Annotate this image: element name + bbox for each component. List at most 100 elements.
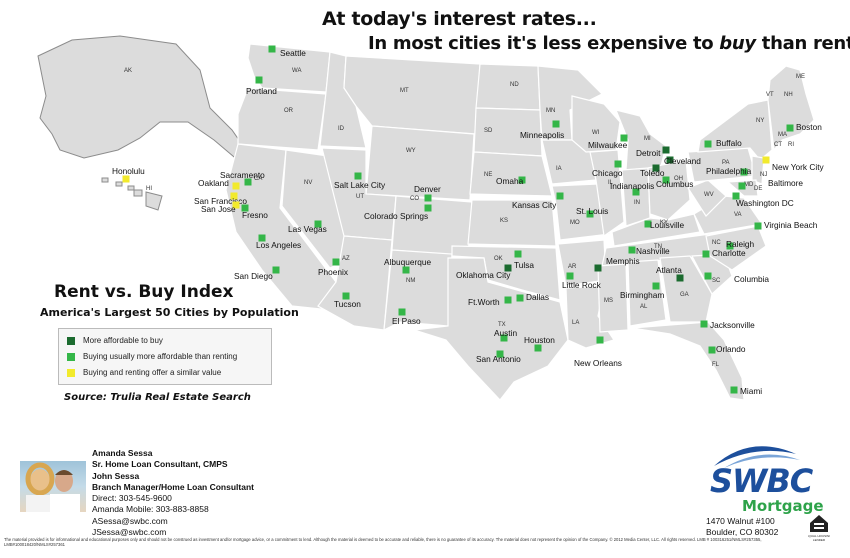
state-label-ky: KY (660, 220, 668, 226)
city-marker-philadelphia (740, 168, 748, 176)
legend: More affordable to buy Buying usually mo… (58, 328, 272, 385)
contact-block: Amanda Sessa Sr. Home Loan Consultant, C… (92, 448, 254, 538)
state-new-england (767, 65, 815, 152)
state-wy (365, 125, 475, 201)
state-label-nc: NC (712, 240, 721, 246)
city-marker-omaha (518, 176, 526, 184)
legend-label: More affordable to buy (83, 336, 163, 345)
city-marker-orlando (708, 346, 716, 354)
contact-title-1: Sr. Home Loan Consultant, CMPS (92, 459, 228, 470)
logo-registered-mark: ® (794, 486, 800, 493)
city-marker-oklahoma-city (504, 264, 512, 272)
city-label-oklahoma-city: Oklahoma City (456, 270, 511, 280)
city-label-san-diego: San Diego (234, 271, 273, 281)
state-label-ia: IA (556, 166, 562, 172)
state-label-in: IN (634, 200, 640, 206)
city-label-las-vegas: Las Vegas (288, 224, 327, 234)
state-label-wy: WY (406, 148, 416, 154)
contact-direct-phone: Direct: 303-545-9600 (92, 493, 172, 504)
city-label-salt-lake-city: Salt Lake City (334, 180, 386, 190)
city-marker-albuquerque (402, 266, 410, 274)
state-label-ma: MA (778, 132, 787, 138)
city-label-kansas-city: Kansas City (512, 200, 557, 210)
state-label-pa: PA (722, 160, 730, 166)
city-marker-sacramento (244, 178, 252, 186)
city-label-el-paso: El Paso (392, 316, 421, 326)
contact-name-1: Amanda Sessa (92, 448, 153, 458)
city-marker-louisville (644, 220, 652, 228)
state-label-ar: AR (568, 264, 577, 270)
city-label-minneapolis: Minneapolis (520, 130, 564, 140)
city-label-raleigh: Raleigh (726, 239, 755, 249)
contact-email-2[interactable]: JSessa@swbc.com (92, 527, 167, 538)
city-marker-el-paso (398, 308, 406, 316)
city-marker-jacksonville (700, 320, 708, 328)
city-label-phoenix: Phoenix (318, 267, 349, 277)
city-marker-phoenix (332, 258, 340, 266)
contact-name-2: John Sessa (92, 470, 140, 481)
state-label-mn: MN (546, 108, 555, 114)
state-al (627, 259, 667, 327)
city-label-memphis: Memphis (606, 256, 640, 266)
state-label-de: DE (754, 186, 762, 192)
city-marker-denver (424, 194, 432, 202)
state-label-la: LA (572, 320, 579, 326)
city-label-philadelphia: Philadelphia (706, 166, 752, 176)
state-label-wa: WA (292, 68, 301, 74)
continental-us (225, 43, 815, 401)
state-il (589, 149, 625, 238)
state-label-co: CO (410, 196, 419, 202)
city-marker-columbia (704, 272, 712, 280)
state-label-va: VA (734, 212, 742, 218)
state-label-ut: UT (356, 194, 364, 200)
city-label-los-angeles: Los Angeles (256, 240, 301, 250)
city-label-denver: Denver (414, 184, 441, 194)
city-marker-portland (255, 76, 263, 84)
city-marker-tucson (342, 292, 350, 300)
ehl-text-line-1: EQUAL HOUSING (808, 534, 830, 538)
state-label-mt: MT (400, 88, 409, 94)
city-label-ft-worth: Ft.Worth (468, 297, 500, 307)
state-label-mo: MO (570, 220, 580, 226)
city-label-columbus: Columbus (656, 179, 693, 189)
city-marker-new-york-city (762, 156, 770, 164)
state-label-ct: CT (774, 142, 782, 148)
state-label-al: AL (640, 304, 648, 310)
headline-pre: In most cities it's less expensive to (368, 33, 720, 54)
city-label-boston: Boston (796, 122, 822, 132)
state-label-vt: VT (766, 92, 774, 98)
city-marker-chicago (614, 160, 622, 168)
city-marker-columbus (662, 176, 670, 184)
city-label-portland: Portland (246, 86, 277, 96)
city-label-detroit: Detroit (636, 148, 661, 158)
state-label-id: ID (338, 126, 345, 132)
city-label-orlando: Orlando (716, 344, 746, 354)
city-label-oakland: Oakland (198, 178, 229, 188)
equal-housing-lender-icon: EQUAL HOUSING LENDER (807, 512, 832, 542)
state-label-or: OR (284, 108, 294, 114)
city-label-atlanta: Atlanta (656, 265, 682, 275)
state-label-nh: NH (784, 92, 793, 98)
state-ne (469, 151, 553, 197)
index-title: Rent vs. Buy Index (54, 282, 234, 302)
city-marker-virginia-beach (754, 222, 762, 230)
headline-emphasis: buy (719, 33, 756, 54)
city-label-little-rock: Little Rock (562, 280, 602, 290)
city-marker-dallas (516, 294, 524, 302)
state-ca (225, 143, 337, 311)
legend-item: Buying and renting offer a similar value (67, 368, 221, 377)
state-label-nv: NV (304, 180, 312, 186)
city-marker-ft-worth (504, 296, 512, 304)
city-label-louisville: Louisville (650, 220, 685, 230)
state-label-ok: OK (494, 256, 503, 262)
city-label-new-orleans: New Orleans (574, 358, 622, 368)
city-marker-boston (786, 124, 794, 132)
city-marker-little-rock (566, 272, 574, 280)
city-marker-seattle (268, 45, 276, 53)
city-label-fresno: Fresno (242, 210, 268, 220)
state-ks (467, 199, 557, 247)
contact-email-1[interactable]: ASessa@swbc.com (92, 515, 168, 526)
city-marker-cleveland (666, 156, 674, 164)
office-address: 1470 Walnut #100 Boulder, CO 80302 (706, 516, 778, 538)
